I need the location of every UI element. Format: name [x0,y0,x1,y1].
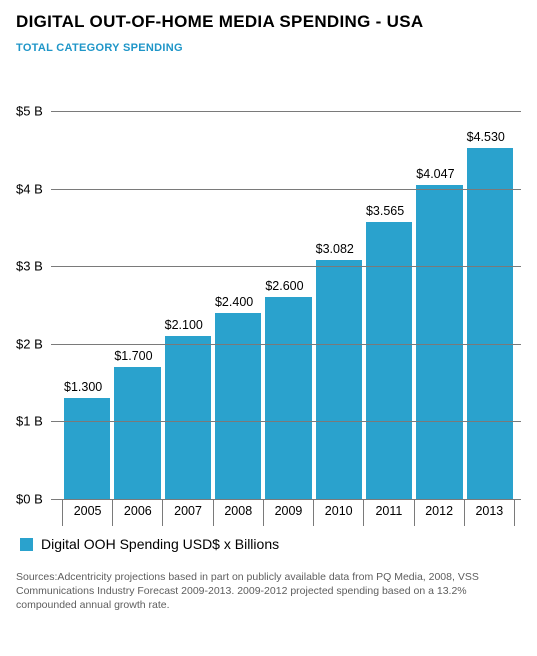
bar [114,367,160,499]
y-tick-label: $3 B [16,259,52,274]
bar-chart: $1.300$1.700$2.100$2.400$2.600$3.082$3.5… [16,80,521,530]
x-tick-label: 2011 [363,500,414,526]
bar [366,222,412,499]
bar-wrap: $4.530 [467,148,513,499]
x-tick-label: 2012 [414,500,465,526]
x-tick-label: 2005 [62,500,113,526]
y-tick-label: $2 B [16,336,52,351]
bar-wrap: $3.565 [366,222,412,499]
bar-wrap: $2.400 [215,313,261,499]
bar-wrap: $3.082 [316,260,362,499]
x-tick-label: 2006 [112,500,163,526]
bar-value-label: $3.565 [366,204,404,218]
legend-swatch [20,538,33,551]
source-note: Sources:Adcentricity projections based i… [16,570,521,613]
bar-column: $4.047 [414,80,464,499]
bar-wrap: $2.100 [165,336,211,499]
bar-value-label: $2.600 [265,279,303,293]
bar-column: $1.700 [112,80,162,499]
bar-value-label: $1.700 [114,349,152,363]
y-tick-label: $5 B [16,104,52,119]
grid-line [51,344,521,345]
x-axis: 200520062007200820092010201120122013 [56,500,521,526]
plot-area: $1.300$1.700$2.100$2.400$2.600$3.082$3.5… [56,80,521,500]
bar [467,148,513,499]
bar-column: $2.100 [163,80,213,499]
bar-column: $1.300 [62,80,112,499]
bar-column: $2.400 [213,80,263,499]
bar-column: $3.082 [314,80,364,499]
x-tick-label: 2007 [162,500,213,526]
y-tick-label: $1 B [16,414,52,429]
bar-wrap: $1.300 [64,398,110,499]
bar [64,398,110,499]
bar [265,297,311,499]
bar [215,313,261,499]
grid-line [51,189,521,190]
bar [165,336,211,499]
bar-column: $2.600 [263,80,313,499]
bar-column: $4.530 [465,80,515,499]
y-tick-label: $4 B [16,181,52,196]
grid-line [51,499,521,500]
bar [416,185,462,499]
x-tick-label: 2009 [263,500,314,526]
bar-column: $3.565 [364,80,414,499]
bar-value-label: $4.047 [416,167,454,181]
page-subtitle: TOTAL CATEGORY SPENDING [16,42,521,54]
x-tick-label: 2013 [464,500,515,526]
bar-value-label: $3.082 [316,242,354,256]
y-tick-label: $0 B [16,492,52,507]
bar [316,260,362,499]
bar-value-label: $2.100 [165,318,203,332]
x-tick-label: 2010 [313,500,364,526]
grid-line [51,111,521,112]
legend-label: Digital OOH Spending USD$ x Billions [41,536,279,552]
bar-value-label: $2.400 [215,295,253,309]
bar-value-label: $1.300 [64,380,102,394]
bar-wrap: $2.600 [265,297,311,499]
bar-value-label: $4.530 [467,130,505,144]
grid-line [51,421,521,422]
x-tick-label: 2008 [213,500,264,526]
bar-wrap: $4.047 [416,185,462,499]
page-title: DIGITAL OUT-OF-HOME MEDIA SPENDING - USA [16,12,521,32]
bars-container: $1.300$1.700$2.100$2.400$2.600$3.082$3.5… [56,80,521,499]
grid-line [51,266,521,267]
legend: Digital OOH Spending USD$ x Billions [20,536,521,552]
bar-wrap: $1.700 [114,367,160,499]
